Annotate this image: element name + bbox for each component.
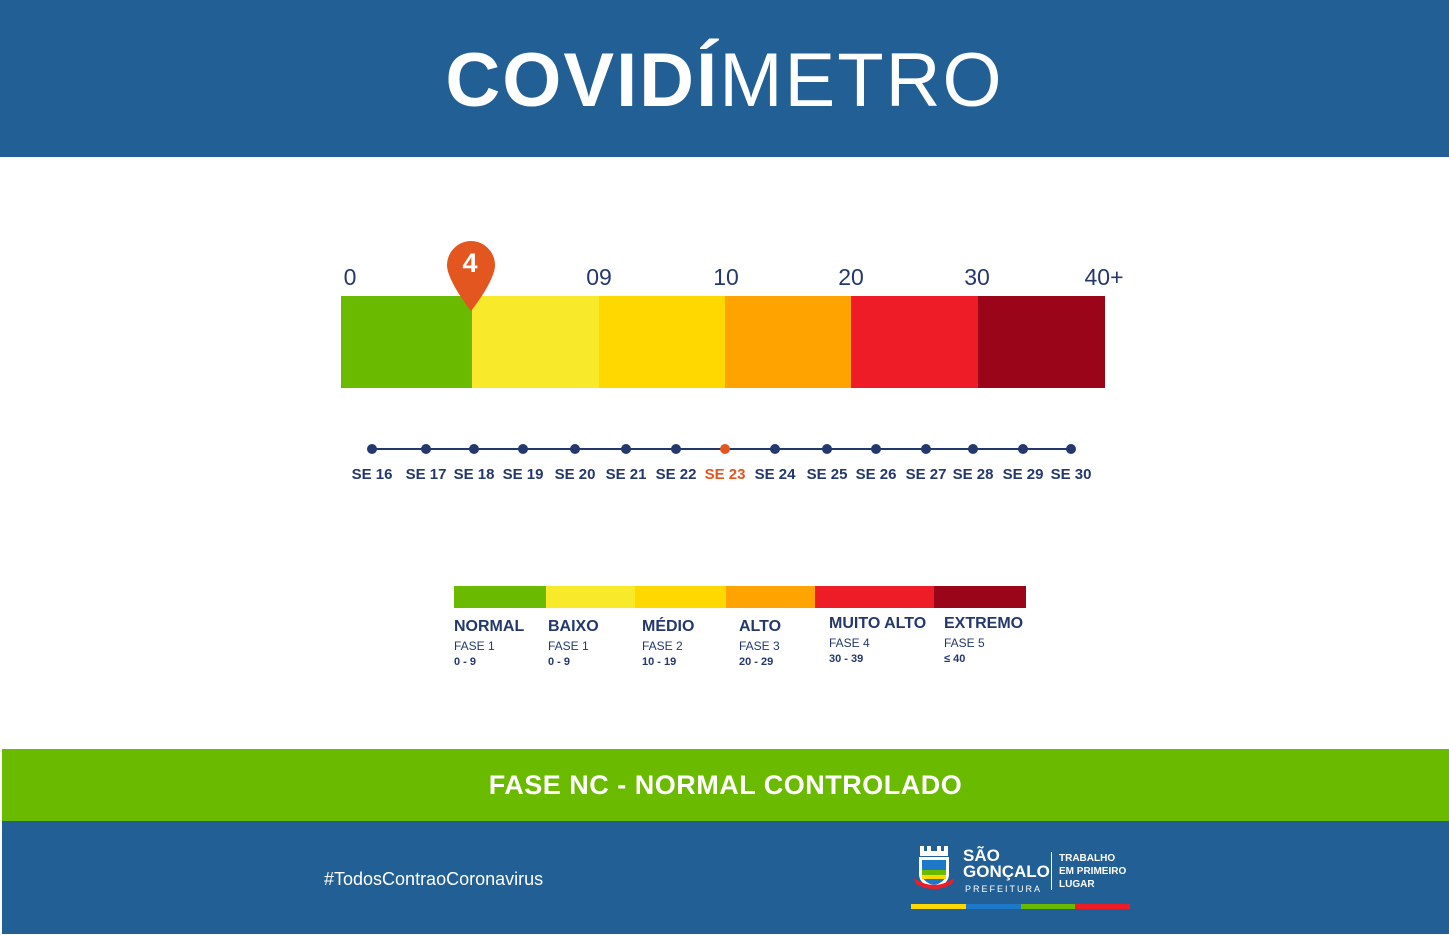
stripe-green: [1020, 904, 1076, 909]
logo-color-stripes: [911, 904, 1130, 909]
timeline-point: [621, 444, 631, 454]
legend-item: MUITO ALTO FASE 4 30 - 39: [829, 615, 926, 665]
legend-name: MÉDIO: [642, 618, 695, 635]
scale-tick-label: 30: [964, 264, 990, 290]
legend-name: ALTO: [739, 618, 782, 635]
logo-divider: [1051, 852, 1052, 890]
hashtag-text: #TodosContraoCoronavirus: [324, 869, 544, 889]
timeline-week-label: SE 26: [855, 466, 897, 483]
legend-item: EXTREMO FASE 5 ≤ 40: [944, 615, 1023, 665]
logo-name-line1: SÃO: [963, 846, 1000, 865]
legend-phase: FASE 1: [454, 639, 495, 653]
logo-slogan: TRABALHO EM PRIMEIRO LUGAR: [1059, 852, 1126, 891]
legend-name: MUITO ALTO: [829, 615, 927, 632]
legend-range: ≤ 40: [944, 653, 966, 665]
scale-tick-label: 09: [586, 264, 612, 290]
legend-item: NORMAL FASE 1 0 - 9: [454, 618, 524, 668]
timeline-point: [822, 444, 832, 454]
legend-range: 0 - 9: [454, 656, 477, 668]
slogan-line2: EM PRIMEIRO: [1059, 866, 1127, 877]
timeline-week-label: SE 24: [754, 466, 796, 483]
timeline-week-label: SE 17: [405, 466, 447, 483]
legend-name: EXTREMO: [944, 615, 1024, 632]
timeline-week-label: SE 23: [704, 466, 746, 483]
logo-subtitle: PREFEITURA: [965, 884, 1043, 894]
timeline-point: [921, 444, 931, 454]
legend-item: BAIXO FASE 1 0 - 9: [548, 618, 599, 668]
timeline-week-label: SE 22: [655, 466, 697, 483]
timeline-week-label: SE 21: [605, 466, 647, 483]
page-title: COVIDÍMETRO: [445, 42, 1003, 119]
legend-color-alto: [726, 586, 815, 608]
footer-bar: [2, 821, 1449, 934]
timeline-point: [871, 444, 881, 454]
timeline-point: [770, 444, 780, 454]
legend-color-muito-alto: [815, 586, 934, 608]
timeline-point: [968, 444, 978, 454]
timeline-point: [570, 444, 580, 454]
stripe-blue: [965, 904, 1021, 909]
legend-phase: FASE 4: [829, 636, 870, 650]
legend-color-extremo: [934, 586, 1026, 608]
location-pin-icon: [447, 241, 495, 311]
scale-tick-label: 10: [713, 264, 739, 290]
slogan-line3: LUGAR: [1059, 879, 1095, 890]
timeline-week-label: SE 29: [1002, 466, 1044, 483]
scale-segment-muito-alto: [851, 296, 978, 388]
timeline-week-label: SE 28: [952, 466, 994, 483]
legend-range: 30 - 39: [829, 653, 864, 665]
timeline-week-label: SE 18: [453, 466, 495, 483]
scale-tick-label: 40+: [1084, 264, 1124, 290]
legend-color-normal: [454, 586, 546, 608]
timeline-week-label: SE 30: [1050, 466, 1092, 483]
timeline-week-label: SE 25: [806, 466, 848, 483]
timeline-week-label: SE 27: [905, 466, 947, 483]
legend-phase: FASE 1: [548, 639, 589, 653]
marker-value: 4: [462, 248, 478, 278]
scale-tick-label: 20: [838, 264, 864, 290]
legend-range: 20 - 29: [739, 656, 774, 668]
timeline-week-label: SE 19: [502, 466, 544, 483]
timeline-point: [367, 444, 377, 454]
timeline-point: [720, 444, 730, 454]
legend-range: 0 - 9: [548, 656, 571, 668]
slogan-line1: TRABALHO: [1059, 853, 1116, 864]
legend-item: ALTO FASE 3 20 - 29: [739, 618, 781, 668]
legend-color-medio: [635, 586, 726, 608]
logo-name: SÃO GONÇALO: [963, 846, 1050, 881]
stripe-red: [1075, 904, 1130, 909]
legend-color-baixo: [546, 586, 635, 608]
legend-phase: FASE 2: [642, 639, 683, 653]
status-banner: FASE NC - NORMAL CONTROLADO: [2, 749, 1449, 821]
title-bold-part: COVIDÍ: [445, 37, 720, 123]
header-banner: COVIDÍMETRO: [0, 0, 1449, 157]
scale-segment-normal: [341, 296, 472, 388]
scale-segment-extremo: [978, 296, 1105, 388]
title-light-part: METRO: [719, 37, 1004, 123]
timeline-week-label: SE 16: [351, 466, 393, 483]
timeline-point: [671, 444, 681, 454]
scale-segment-alto: [725, 296, 851, 388]
legend-phase: FASE 5: [944, 636, 985, 650]
scale-segment-medio: [599, 296, 725, 388]
logo-name-line2: GONÇALO: [963, 862, 1050, 881]
timeline-point: [469, 444, 479, 454]
scale-segment-baixo: [472, 296, 599, 388]
timeline-point: [1018, 444, 1028, 454]
scale-tick-label: 0: [343, 264, 357, 290]
timeline-point: [1066, 444, 1076, 454]
legend-name: BAIXO: [548, 618, 599, 635]
legend-color-bar: [454, 586, 1026, 608]
city-coat-of-arms-icon: [914, 846, 954, 889]
legend-name: NORMAL: [454, 618, 525, 635]
legend-item: MÉDIO FASE 2 10 - 19: [642, 618, 694, 668]
timeline-point: [421, 444, 431, 454]
timeline-point: [518, 444, 528, 454]
risk-scale-bar: [341, 296, 1105, 388]
legend-range: 10 - 19: [642, 656, 677, 668]
stripe-yellow: [911, 904, 966, 909]
timeline-week-label: SE 20: [554, 466, 596, 483]
legend-phase: FASE 3: [739, 639, 780, 653]
